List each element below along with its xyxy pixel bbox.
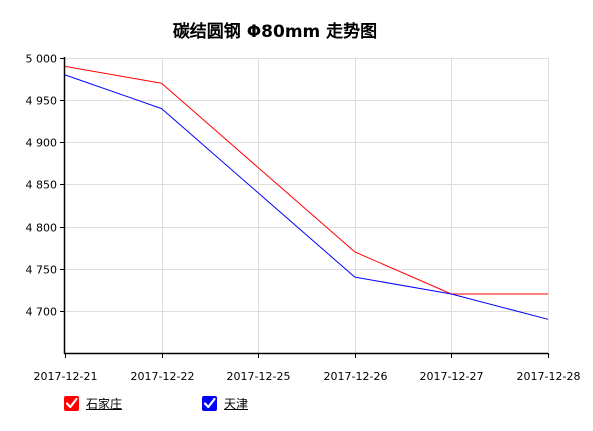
y-tick-label: 4 700 bbox=[26, 306, 58, 319]
legend-label[interactable]: 天津 bbox=[224, 396, 249, 411]
y-tick-label: 4 900 bbox=[26, 137, 58, 150]
x-tick-label: 2017-12-21 bbox=[34, 370, 98, 383]
checkbox-icon[interactable] bbox=[64, 395, 79, 411]
series-line bbox=[64, 74, 549, 320]
y-tick-label: 4 950 bbox=[26, 95, 58, 108]
legend-item-tianjin[interactable]: 天津 bbox=[202, 393, 248, 413]
grid bbox=[65, 58, 549, 353]
x-tick-label: 2017-12-22 bbox=[131, 370, 195, 383]
y-tick-label: 4 800 bbox=[26, 222, 58, 235]
y-tick-label: 5 000 bbox=[26, 53, 58, 66]
tick-labels: 5 000 4 950 4 900 4 850 4 800 4 750 4 700 2017-… bbox=[26, 53, 581, 384]
series-line bbox=[64, 65, 548, 295]
checkbox-icon[interactable] bbox=[202, 395, 217, 411]
x-tick-label: 2017-12-25 bbox=[227, 370, 291, 383]
legend-item-shijiazhuang[interactable]: 石家庄 bbox=[64, 393, 122, 413]
x-tick-label: 2017-12-28 bbox=[517, 370, 581, 383]
legend-label[interactable]: 石家庄 bbox=[86, 396, 123, 411]
axes bbox=[60, 57, 549, 358]
x-tick-label: 2017-12-26 bbox=[324, 370, 388, 383]
chart-title: 碳结圆钢 Φ80mm 走势图 bbox=[173, 21, 377, 42]
y-tick-label: 4 850 bbox=[26, 179, 58, 192]
y-tick-label: 4 750 bbox=[26, 264, 58, 277]
x-tick-label: 2017-12-27 bbox=[420, 370, 484, 383]
series-lines bbox=[64, 65, 549, 320]
